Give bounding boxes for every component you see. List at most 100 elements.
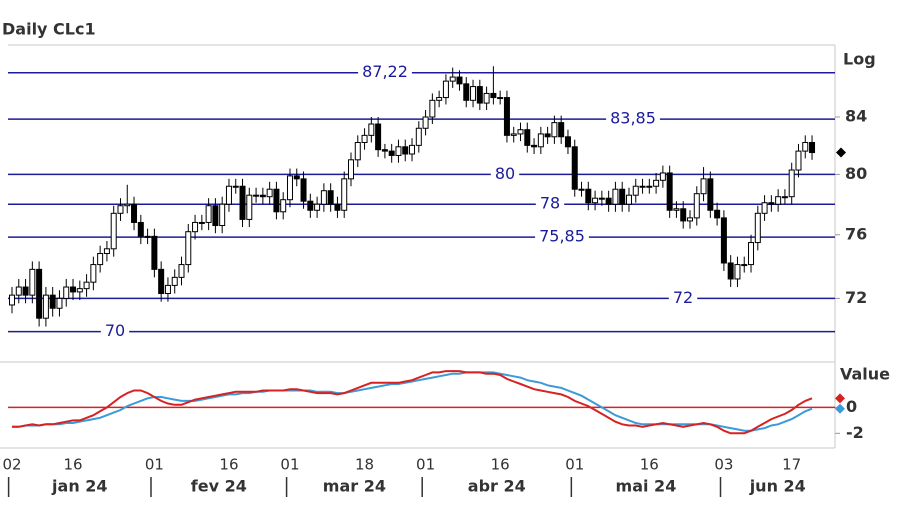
- candle-body: [375, 123, 382, 151]
- month-label: jun 24: [749, 477, 806, 496]
- level-label-bg: [606, 108, 660, 128]
- candle-body: [517, 129, 524, 135]
- candle-body: [219, 203, 226, 227]
- month-label: jan 24: [51, 477, 108, 496]
- candle-body: [795, 150, 802, 171]
- candle-body: [124, 203, 131, 207]
- candle-body: [56, 297, 63, 309]
- candle-body: [36, 268, 43, 319]
- candle-body: [246, 194, 253, 220]
- candle-body: [103, 248, 110, 255]
- candle-body: [158, 268, 165, 295]
- candle-body: [293, 175, 300, 180]
- candle-body: [775, 196, 782, 205]
- candle-body: [273, 188, 280, 213]
- candle-body: [625, 194, 632, 205]
- candle-body: [15, 286, 22, 296]
- candle-body: [653, 179, 660, 187]
- level-label: 72: [673, 288, 693, 307]
- candle-body: [178, 264, 185, 278]
- candle-body: [748, 242, 755, 266]
- candle-body: [693, 193, 700, 219]
- scale-label: Log: [843, 50, 876, 69]
- candle-body: [334, 203, 341, 211]
- candle-body: [639, 185, 646, 188]
- y-tick-label: 76: [845, 224, 867, 243]
- candle-body: [225, 185, 232, 205]
- candle-body: [22, 286, 29, 296]
- candle-body: [259, 194, 266, 198]
- candle-body: [90, 264, 97, 283]
- y-tick-label: 0: [846, 397, 857, 416]
- level-label-bg: [358, 62, 412, 82]
- candle-body: [802, 141, 809, 152]
- candle-body: [537, 133, 544, 148]
- candle-body: [558, 122, 565, 138]
- level-label: 80: [495, 164, 515, 183]
- y-tick-label: 80: [845, 164, 867, 183]
- level-label-bg: [490, 163, 520, 183]
- candle-body: [327, 190, 334, 205]
- x-tick-label: 18: [355, 456, 374, 474]
- candle-body: [388, 150, 395, 156]
- last-value-marker: [836, 147, 846, 158]
- candle-body: [253, 194, 260, 197]
- candle-body: [192, 221, 199, 233]
- candle-body: [476, 86, 483, 104]
- indicator-line: [12, 370, 813, 435]
- candle-body: [605, 197, 612, 205]
- candle-body: [463, 83, 470, 101]
- candle-body: [171, 276, 178, 286]
- candle-body: [720, 217, 727, 264]
- level-label: 70: [105, 321, 125, 340]
- level-label: 87,22: [362, 62, 408, 81]
- candle-body: [809, 141, 816, 154]
- candle-body: [63, 286, 70, 299]
- candle-body: [666, 172, 673, 211]
- candle-body: [680, 208, 687, 222]
- candle-body: [788, 169, 795, 198]
- candle-body: [212, 205, 219, 227]
- candle-body: [97, 253, 104, 266]
- candle-body: [754, 212, 761, 244]
- candle-body: [415, 127, 422, 146]
- x-tick-label: 16: [219, 456, 238, 474]
- y-tick-label: -2: [846, 423, 864, 442]
- candle-body: [286, 175, 293, 201]
- candle-body: [727, 262, 734, 280]
- candle-body: [76, 288, 83, 293]
- candle-body: [449, 76, 456, 82]
- candle-body: [314, 203, 321, 211]
- candle-body: [198, 221, 205, 224]
- x-tick-label: 16: [491, 456, 510, 474]
- level-label-bg: [535, 226, 589, 246]
- candle-body: [700, 178, 707, 195]
- candle-body: [320, 190, 327, 205]
- candle-body: [151, 235, 158, 270]
- candle-body: [592, 197, 599, 204]
- candle-body: [137, 221, 144, 237]
- candle-body: [619, 188, 626, 205]
- month-label: mar 24: [323, 477, 386, 496]
- candle-body: [490, 92, 497, 99]
- candle-body: [768, 202, 775, 205]
- candle-body: [598, 197, 605, 200]
- candle-body: [341, 178, 348, 211]
- x-tick-label: 17: [782, 456, 801, 474]
- month-label: mai 24: [616, 477, 677, 496]
- candle-body: [673, 208, 680, 211]
- candle-body: [110, 212, 117, 250]
- candle-body: [503, 97, 510, 136]
- candle-body: [578, 188, 585, 191]
- candle-body: [422, 116, 429, 129]
- candle-body: [205, 205, 212, 223]
- level-label: 75,85: [539, 227, 585, 246]
- level-label-bg: [100, 321, 130, 341]
- candle-body: [131, 203, 138, 223]
- candle-body: [497, 97, 504, 100]
- candle-body: [70, 286, 77, 293]
- candle-body: [185, 231, 192, 266]
- candle-body: [564, 136, 571, 148]
- candle-body: [456, 76, 463, 85]
